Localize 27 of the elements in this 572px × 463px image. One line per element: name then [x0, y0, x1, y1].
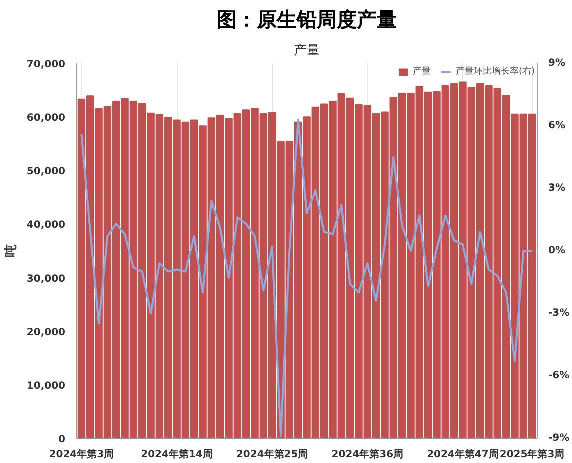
legend-label: 产量: [412, 66, 432, 78]
line-series: [80, 118, 534, 438]
y2-tick-label: -6%: [548, 370, 570, 382]
y-tick-label: 30,000: [26, 274, 66, 285]
y-tick-label: 40,000: [26, 220, 66, 232]
y2-tick-label: -9%: [548, 433, 570, 444]
y-tick-label: 20,000: [26, 327, 66, 338]
y2-tick-label: 3%: [548, 183, 566, 194]
x-tick-label: 2024年第47周: [427, 448, 499, 460]
y-tick-label: 50,000: [26, 166, 66, 178]
y2-tick-label: -3%: [548, 308, 570, 319]
y-axis-title: 吨: [4, 244, 19, 258]
y2-tick-label: 0%: [548, 246, 566, 256]
chart-subtitle: 产量: [294, 44, 320, 58]
x-tick-label: 2024年第14周: [141, 448, 213, 460]
x-tick-label: 2025年第3周: [500, 448, 565, 460]
legend-label: 产量环比增长率(右): [456, 66, 535, 78]
x-tick-label: 2024年第36周: [332, 448, 404, 460]
x-tick-label: 2024年第3周: [49, 448, 114, 460]
y-tick-label: 70,000: [26, 60, 66, 70]
y-tick-label: 60,000: [26, 113, 66, 124]
x-tick-label: 2024年第25周: [236, 448, 308, 460]
chart-title: 图：原生铅周度产量: [217, 8, 397, 32]
y2-tick-label: 9%: [548, 58, 566, 69]
y2-tick-label: 6%: [548, 120, 566, 132]
y-tick-label: 10,000: [26, 380, 66, 392]
y-tick-label: 0: [58, 434, 66, 446]
